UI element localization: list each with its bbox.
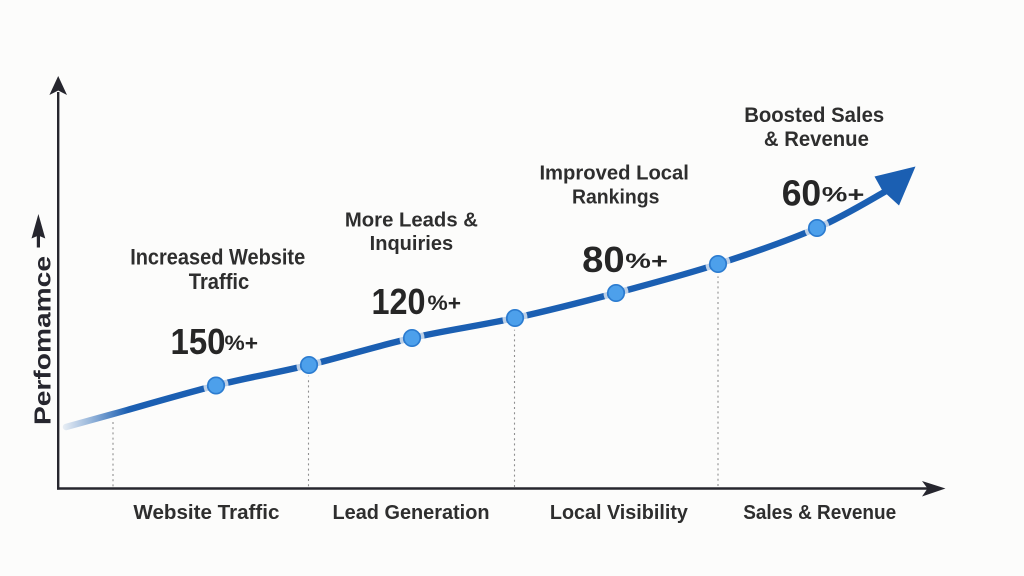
svg-text:150: 150 — [171, 321, 226, 362]
svg-text:Local Visibility: Local Visibility — [550, 501, 689, 524]
svg-text:%+: %+ — [625, 250, 668, 273]
svg-text:More Leads &: More Leads & — [345, 210, 478, 232]
svg-text:%+: %+ — [225, 332, 259, 355]
svg-text:Traffic: Traffic — [189, 269, 250, 294]
svg-text:%+: %+ — [822, 184, 865, 207]
svg-text:Website Traffic: Website Traffic — [133, 501, 279, 524]
svg-text:Boosted Sales: Boosted Sales — [744, 104, 884, 127]
svg-text:Increased Website: Increased Website — [130, 244, 305, 269]
svg-text:Sales & Revenue: Sales & Revenue — [743, 501, 896, 524]
svg-text:Perfomamce: Perfomamce — [30, 256, 56, 425]
svg-text:Inquiries: Inquiries — [370, 233, 454, 255]
svg-text:Improved Local: Improved Local — [539, 163, 689, 185]
svg-text:Lead Generation: Lead Generation — [333, 501, 490, 524]
svg-text:60: 60 — [782, 173, 822, 214]
svg-text:Rankings: Rankings — [572, 187, 660, 209]
svg-text:%+: %+ — [428, 292, 462, 315]
svg-text:80: 80 — [582, 239, 625, 280]
svg-text:& Revenue: & Revenue — [764, 128, 869, 151]
svg-text:120: 120 — [372, 281, 426, 322]
